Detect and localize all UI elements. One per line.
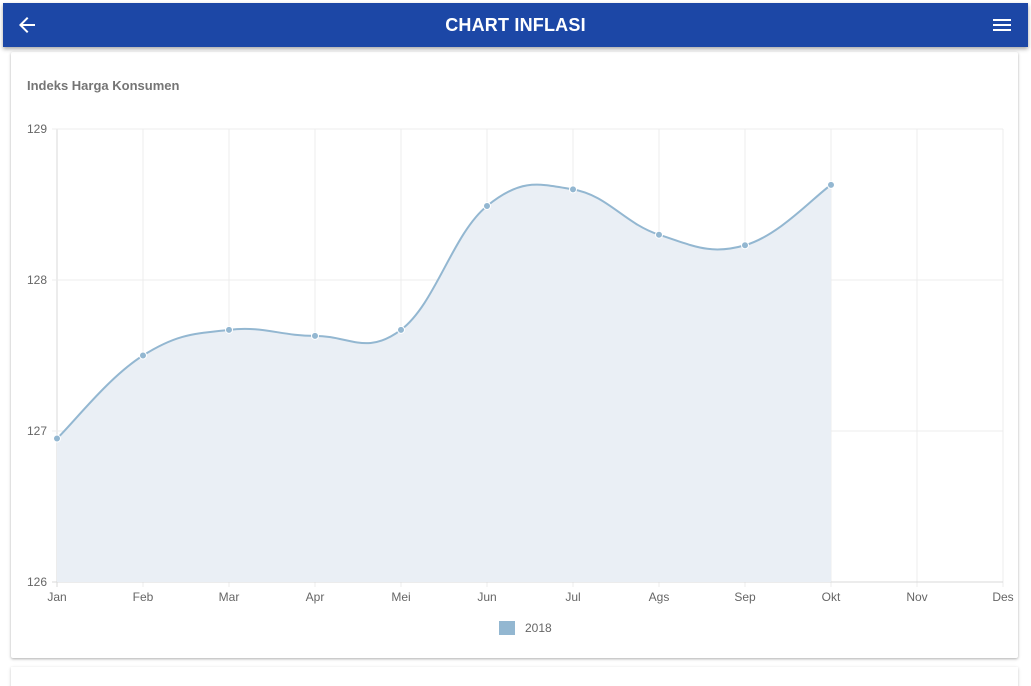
- x-tick-label: Ags: [649, 590, 670, 604]
- x-tick-label: Mar: [219, 590, 240, 604]
- series-line: [56, 183, 832, 440]
- data-point: [311, 331, 319, 340]
- chart-title: Indeks Harga Konsumen: [27, 78, 180, 93]
- x-tick-label: Jul: [565, 590, 580, 604]
- ihk-area-chart: 126 127 128 129 Jan Feb Mar Apr Mei Jun Jul Ags Sep O…: [27, 122, 1014, 635]
- legend-label: 2018: [525, 621, 552, 635]
- y-tick-label: 129: [27, 122, 47, 136]
- app-bar: CHART INFLASI: [3, 3, 1028, 47]
- y-tick-label: 127: [27, 424, 47, 438]
- hamburger-menu-icon[interactable]: [990, 13, 1014, 37]
- data-point: [569, 185, 577, 194]
- x-tick-label: Des: [992, 590, 1013, 604]
- x-tick-label: Feb: [133, 590, 154, 604]
- x-tick-label: Jan: [47, 590, 66, 604]
- page-title: CHART INFLASI: [445, 15, 586, 35]
- data-point: [827, 180, 835, 189]
- chart-card: Indeks Harga Konsumen 126 127 128 129 Jan Feb…: [11, 52, 1018, 658]
- data-point: [483, 202, 491, 211]
- x-tick-label: Nov: [906, 590, 927, 604]
- data-point: [139, 351, 147, 360]
- data-point: [655, 230, 663, 239]
- data-point: [53, 434, 61, 443]
- y-tick-label: 128: [27, 273, 47, 287]
- x-tick-label: Sep: [734, 590, 756, 604]
- data-point: [741, 241, 749, 250]
- data-point: [225, 325, 233, 334]
- arrow-left-icon[interactable]: [15, 13, 39, 37]
- y-tick-label: 126: [27, 575, 47, 589]
- x-tick-label: Okt: [822, 590, 841, 604]
- legend-swatch: [499, 621, 515, 635]
- x-tick-label: Jun: [477, 590, 496, 604]
- series-area-fill: [57, 184, 831, 583]
- x-tick-label: Mei: [391, 590, 410, 604]
- next-card: [11, 667, 1018, 686]
- data-point: [397, 325, 405, 334]
- x-tick-label: Apr: [306, 590, 325, 604]
